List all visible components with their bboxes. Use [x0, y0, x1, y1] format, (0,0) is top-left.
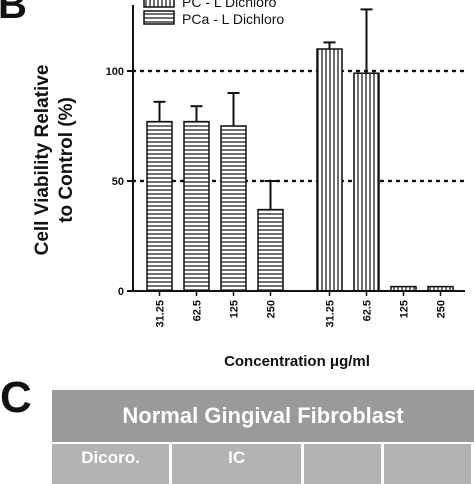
bar [146, 120, 173, 292]
bar [316, 48, 343, 292]
x-category-label: 62.5 [192, 300, 204, 321]
bars-group [146, 8, 454, 292]
x-category-label: 31.25 [155, 300, 167, 328]
table-header: Normal Gingival Fibroblast [52, 390, 474, 442]
bar [353, 72, 380, 292]
y-tick-label: 100 [106, 66, 124, 78]
legend: PC - L Dichloro PCa - L Dichloro [143, 0, 284, 27]
y-tick-label: 0 [118, 286, 124, 298]
x-category-label: 125 [399, 300, 411, 318]
x-category-label: 31.25 [325, 300, 337, 328]
legend-label-pca: PCa - L Dichloro [182, 11, 284, 27]
table-row: Dicoro. IC [52, 444, 474, 484]
table-cell-4 [383, 444, 471, 484]
x-category-label: 250 [266, 300, 278, 318]
panel-letter-b: B [0, 0, 27, 27]
results-table: Normal Gingival Fibroblast Dicoro. IC [52, 390, 474, 484]
reference-lines [131, 69, 467, 183]
y-axis-label: Cell Viability Relative to Control (%) [32, 65, 77, 256]
y-tick-label: 50 [112, 176, 124, 188]
panel-letter-c: C [0, 373, 32, 422]
bar [183, 120, 210, 292]
bar-chart: B Cell Viability Relative to Control (%)… [0, 0, 467, 370]
x-category-labels: 31.25 62.5 125 250 31.25 62.5 125 250 [155, 291, 448, 328]
y-axis-label-line1: Cell Viability Relative [32, 65, 53, 256]
x-category-label: 62.5 [362, 300, 374, 321]
bar [257, 208, 284, 292]
table-cell-compound: Dicoro. [52, 444, 170, 484]
x-category-label: 125 [229, 300, 241, 318]
legend-swatch-pca [143, 10, 175, 25]
y-ticks: 0 50 100 [106, 66, 133, 298]
table-title: Normal Gingival Fibroblast [122, 403, 404, 428]
table-cell-ic: IC [172, 444, 302, 484]
x-category-label: 250 [436, 300, 448, 318]
y-axis-label-line2: to Control (%) [56, 97, 77, 223]
bar [220, 125, 247, 292]
legend-label-pc: PC - L Dichloro [182, 0, 277, 10]
axes [132, 5, 465, 292]
x-axis-label: Concentration μg/ml [224, 353, 370, 370]
legend-swatch-pc [143, 0, 175, 8]
table-cell-3 [304, 444, 381, 484]
